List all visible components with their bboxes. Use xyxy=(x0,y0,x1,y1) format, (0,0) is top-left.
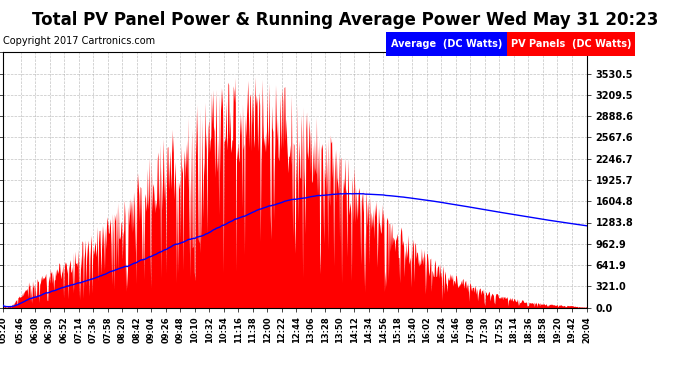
Text: PV Panels  (DC Watts): PV Panels (DC Watts) xyxy=(511,39,631,49)
Text: Total PV Panel Power & Running Average Power Wed May 31 20:23: Total PV Panel Power & Running Average P… xyxy=(32,11,658,29)
Text: Copyright 2017 Cartronics.com: Copyright 2017 Cartronics.com xyxy=(3,36,155,46)
Text: Average  (DC Watts): Average (DC Watts) xyxy=(391,39,502,49)
